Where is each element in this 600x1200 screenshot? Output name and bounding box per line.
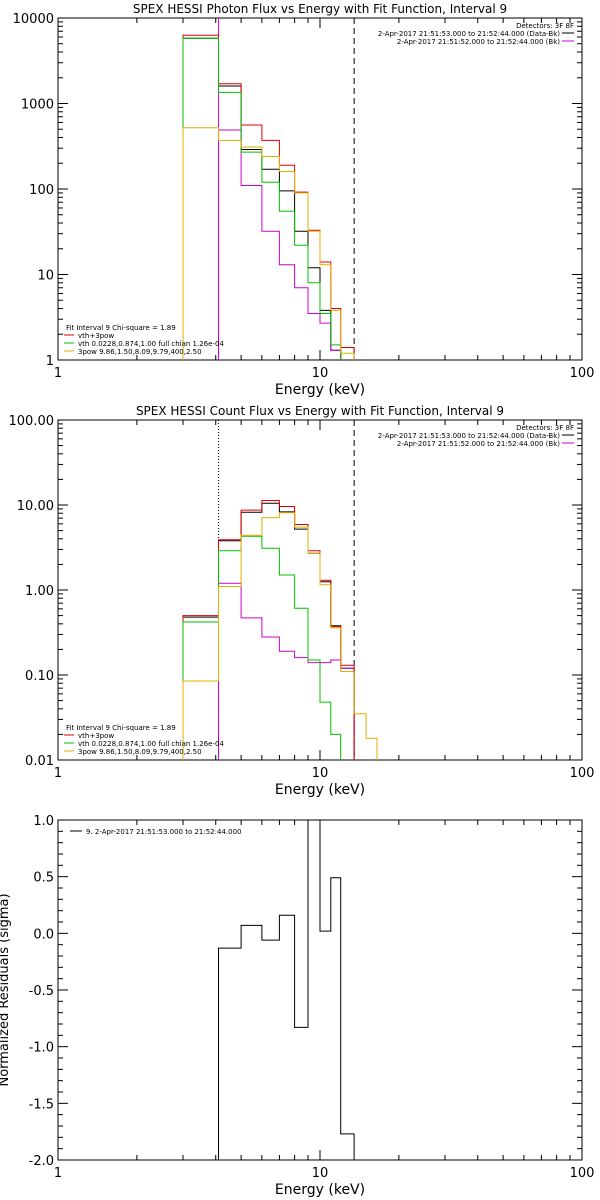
legend-bottom-text: vth 0.0228,0.874,1.00 full chian 1.26e-0… <box>78 340 224 348</box>
y-tick-label: 0.5 <box>33 871 54 886</box>
y-tick-label: 1.0 <box>33 814 54 829</box>
legend-top-text: 2-Apr-2017 21:51:53.000 to 21:52:44.000 … <box>378 432 560 440</box>
data-layer <box>218 820 355 1160</box>
x-tick-label: 100 <box>570 1166 595 1181</box>
y-tick-label: 10 <box>37 269 54 284</box>
chart-title: SPEX HESSI Count Flux vs Energy with Fit… <box>136 404 504 418</box>
y-tick-label: -2.0 <box>29 1154 54 1169</box>
y-tick-label: 1 <box>46 354 54 369</box>
series-data-bk <box>182 502 355 760</box>
y-tick-label: -0.5 <box>29 984 54 999</box>
y-tick-label: 10.00 <box>17 499 54 514</box>
data-layer <box>182 420 378 760</box>
legend-top-text: 2-Apr-2017 21:51:53.000 to 21:52:44.000 … <box>378 30 560 38</box>
series-3pow <box>182 512 378 760</box>
legend-top-text: 2-Apr-2017 21:51:52.000 to 21:52:44.000 … <box>397 38 560 46</box>
series-vth-3pow <box>182 34 355 360</box>
x-tick-label: 1 <box>54 366 62 381</box>
legend-bottom-text: vth 0.0228,0.874,1.00 full chian 1.26e-0… <box>78 740 224 748</box>
y-tick-label: -1.0 <box>29 1041 54 1056</box>
chart-panel-3: 1 10 100 Energy (keV) -2.0 -1.5 -1.0 -0.5 0.0 0.5… <box>0 814 594 1198</box>
legend-top-text: 2-Apr-2017 21:51:52.000 to 21:52:44.000 … <box>397 440 560 448</box>
x-tick-label: 100 <box>570 366 595 381</box>
chart-title: SPEX HESSI Photon Flux vs Energy with Fi… <box>133 2 507 16</box>
legend-bottom-text: vth+3pow <box>78 332 114 340</box>
legend-bottom-text: Fit Interval 9 Chi-square = 1.89 <box>66 324 176 332</box>
x-tick-label: 10 <box>312 766 329 781</box>
y-tick-label: 1000 <box>21 98 54 113</box>
y-axis-label: Normalized Residuals (sigma) <box>0 893 12 1086</box>
x-tick-label: 1 <box>54 1166 62 1181</box>
series-vth <box>182 37 342 360</box>
y-tick-label: 0.0 <box>33 927 54 942</box>
y-tick-label: 10000 <box>13 12 54 27</box>
y-tick-label: 100 <box>29 183 54 198</box>
y-tick-label: 100.00 <box>9 414 55 429</box>
legend-top-text: Detectors: 3F 8F <box>516 22 574 30</box>
chart-panel-1: SPEX HESSI Photon Flux vs Energy with Fi… <box>13 2 595 398</box>
x-axis-label: Energy (keV) <box>275 782 365 798</box>
x-tick-label: 100 <box>570 766 595 781</box>
series-vth <box>182 535 342 760</box>
legend-bottom-text: Fit Interval 9 Chi-square = 1.89 <box>66 724 176 732</box>
legend-top-text: 9. 2-Apr-2017 21:51:53.000 to 21:52:44.0… <box>86 828 241 836</box>
plot-frame <box>57 419 583 761</box>
legend-bottom-text: 3pow 9.86,1.50,8.09,9.79,400,2.50 <box>78 348 202 356</box>
legend-bottom-text: vth+3pow <box>78 732 114 740</box>
y-tick-label: 1.00 <box>25 584 54 599</box>
y-tick-label: -1.5 <box>29 1097 54 1112</box>
data-layer <box>182 18 355 360</box>
series-3pow <box>182 127 355 360</box>
x-axis-label: Energy (keV) <box>275 1182 365 1198</box>
x-tick-label: 10 <box>312 1166 329 1181</box>
chart-panel-2: SPEX HESSI Count Flux vs Energy with Fit… <box>9 404 595 798</box>
x-tick-label: 1 <box>54 766 62 781</box>
legend-bottom-text: 3pow 9.86,1.50,8.09,9.79,400,2.50 <box>78 748 202 756</box>
y-tick-label: 0.01 <box>25 754 54 769</box>
x-tick-label: 10 <box>312 366 329 381</box>
x-axis-label: Energy (keV) <box>275 382 365 398</box>
series-vth-3pow <box>182 500 355 760</box>
y-tick-label: 0.10 <box>25 669 54 684</box>
series-9 <box>218 820 355 1160</box>
series-data-bk <box>182 37 342 360</box>
legend-top-text: Detectors: 3F 8F <box>516 424 574 432</box>
series-bk <box>218 582 355 760</box>
